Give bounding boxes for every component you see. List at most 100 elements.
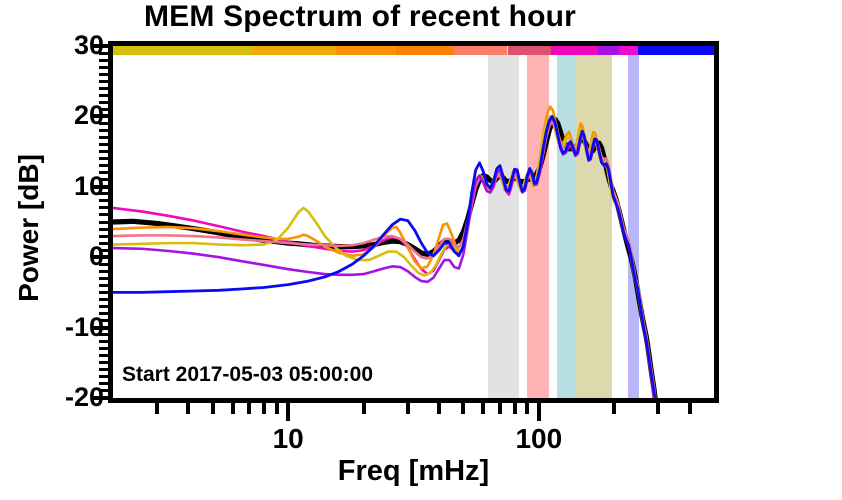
- x-tick-minor: [525, 403, 530, 414]
- y-tick-minor: [99, 361, 109, 365]
- y-tick-minor: [99, 368, 109, 372]
- x-tick-minor: [230, 403, 235, 414]
- y-tick-minor: [99, 157, 109, 161]
- y-axis-ticks: [90, 0, 114, 500]
- y-tick-minor: [99, 100, 109, 104]
- y-tick-minor: [99, 79, 109, 83]
- x-tick-minor: [247, 403, 252, 414]
- spectrum-curves: [113, 105, 658, 398]
- x-tick-minor: [481, 403, 486, 414]
- x-axis-ticks: [0, 403, 842, 425]
- y-tick-major: [92, 396, 109, 400]
- cb-salmon: [454, 46, 508, 55]
- x-tick-minor: [186, 403, 191, 414]
- plot-area: [108, 41, 719, 403]
- y-tick-minor: [99, 234, 109, 238]
- x-tick-minor: [405, 403, 410, 414]
- band-periwinkle: [627, 46, 640, 398]
- band-khaki: [576, 46, 613, 398]
- y-tick-minor: [99, 227, 109, 231]
- y-tick-minor: [99, 220, 109, 224]
- y-tick-minor: [99, 107, 109, 111]
- curve-spectrum-blue: [113, 115, 657, 398]
- x-tick-minor: [210, 403, 215, 414]
- cb-rose: [507, 46, 552, 55]
- top-colorbar: [113, 46, 714, 55]
- y-tick-minor: [99, 262, 109, 266]
- y-tick-minor: [99, 340, 109, 344]
- y-tick-minor: [99, 164, 109, 168]
- x-tick-minor: [461, 403, 466, 414]
- cb-gold: [252, 46, 336, 55]
- y-tick-minor: [99, 290, 109, 294]
- y-tick-minor: [99, 128, 109, 132]
- y-tick-minor: [99, 347, 109, 351]
- cb-orange: [335, 46, 397, 55]
- cb-magenta: [551, 46, 598, 55]
- cb-deep-orange: [396, 46, 455, 55]
- y-tick-minor: [99, 93, 109, 97]
- x-tick-minor: [687, 403, 692, 414]
- y-tick-minor: [99, 283, 109, 287]
- x-tick-minor: [656, 403, 661, 414]
- y-tick-minor: [99, 276, 109, 280]
- y-tick-minor: [99, 319, 109, 323]
- curve-mean-spectrum: [113, 116, 658, 398]
- x-tick-label: 100: [515, 423, 563, 454]
- y-tick-minor: [99, 121, 109, 125]
- x-tick-minor: [497, 403, 502, 414]
- curve-spectrum-magenta: [113, 117, 656, 398]
- x-tick-minor: [361, 403, 366, 414]
- cb-blue: [637, 46, 714, 55]
- y-tick-minor: [99, 143, 109, 147]
- chart-title: MEM Spectrum of recent hour: [143, 0, 577, 33]
- cb-magenta-2: [618, 46, 638, 55]
- y-tick-major: [92, 114, 109, 119]
- x-tick-label: 10: [272, 423, 304, 454]
- x-tick-minor: [155, 403, 160, 414]
- x-tick-minor: [512, 403, 517, 414]
- x-tick-major: [286, 403, 291, 421]
- y-tick-minor: [99, 375, 109, 379]
- y-tick-minor: [99, 136, 109, 140]
- plot-inner: [113, 46, 714, 398]
- y-tick-major: [92, 184, 109, 189]
- cb-violet: [597, 46, 619, 55]
- y-tick-major: [92, 44, 109, 48]
- x-tick-major: [536, 403, 541, 421]
- y-tick-minor: [99, 297, 109, 301]
- y-tick-minor: [99, 171, 109, 175]
- x-tick-minor: [261, 403, 266, 414]
- y-tick-minor: [99, 206, 109, 210]
- y-tick-minor: [99, 269, 109, 273]
- y-tick-minor: [99, 72, 109, 76]
- curve-spectrum-violet: [113, 116, 657, 398]
- y-tick-major: [92, 255, 109, 260]
- x-axis-title: Freq [mHz]: [337, 455, 490, 487]
- y-tick-minor: [99, 312, 109, 316]
- cb-yellow-olive: [113, 46, 253, 55]
- start-time-annotation: Start 2017-05-03 05:00:00: [122, 363, 373, 386]
- y-tick-minor: [99, 192, 109, 196]
- y-tick-minor: [99, 241, 109, 245]
- y-tick-minor: [99, 248, 109, 252]
- y-tick-minor: [99, 213, 109, 217]
- y-tick-minor: [99, 389, 109, 393]
- y-tick-minor: [99, 382, 109, 386]
- y-tick-minor: [99, 178, 109, 182]
- curve-spectrum-olive: [113, 115, 657, 398]
- y-tick-minor: [99, 333, 109, 337]
- y-tick-minor: [99, 65, 109, 69]
- y-tick-minor: [99, 354, 109, 358]
- band-gray: [487, 46, 519, 398]
- y-tick-minor: [99, 51, 109, 55]
- y-tick-minor: [99, 199, 109, 203]
- y-tick-minor: [99, 304, 109, 308]
- y-tick-minor: [99, 150, 109, 154]
- y-tick-major: [92, 325, 109, 330]
- curve-spectrum-salmon: [113, 120, 657, 398]
- x-tick-minor: [612, 403, 617, 414]
- y-tick-minor: [99, 58, 109, 62]
- x-tick-minor: [274, 403, 279, 414]
